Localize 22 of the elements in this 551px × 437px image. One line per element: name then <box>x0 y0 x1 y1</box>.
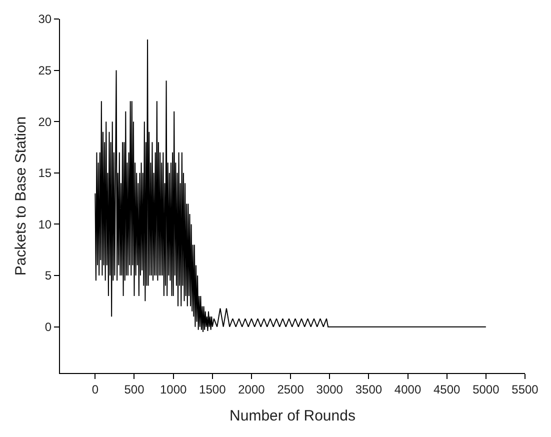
x-tick-label: 2000 <box>238 382 266 396</box>
y-tick-label: 15 <box>38 166 52 180</box>
line-series <box>94 39 486 332</box>
x-tick-label: 1500 <box>199 382 226 396</box>
x-tick-label: 2500 <box>277 382 304 396</box>
x-tick-label: 3500 <box>355 382 382 396</box>
y-tick-label: 20 <box>38 114 52 129</box>
y-tick-label: 30 <box>38 12 52 26</box>
x-axis-title: Number of Rounds <box>230 407 356 424</box>
x-tick-label: 1000 <box>160 382 187 396</box>
y-tick-label: 10 <box>38 217 52 232</box>
x-tick-label: 500 <box>124 382 145 396</box>
y-tick-label: 5 <box>44 268 52 283</box>
x-tick-label: 5500 <box>512 382 539 396</box>
x-tick-label: 0 <box>92 382 99 396</box>
x-tick-label: 3000 <box>316 382 344 396</box>
y-axis-title: Packets to Base Station <box>12 116 30 276</box>
x-tick-label: 5000 <box>472 382 500 396</box>
x-tick-label: 4000 <box>394 382 422 396</box>
x-tick-label: 4500 <box>434 382 461 396</box>
y-tick-label: 0 <box>44 320 52 334</box>
y-tick-label: 25 <box>38 64 52 78</box>
